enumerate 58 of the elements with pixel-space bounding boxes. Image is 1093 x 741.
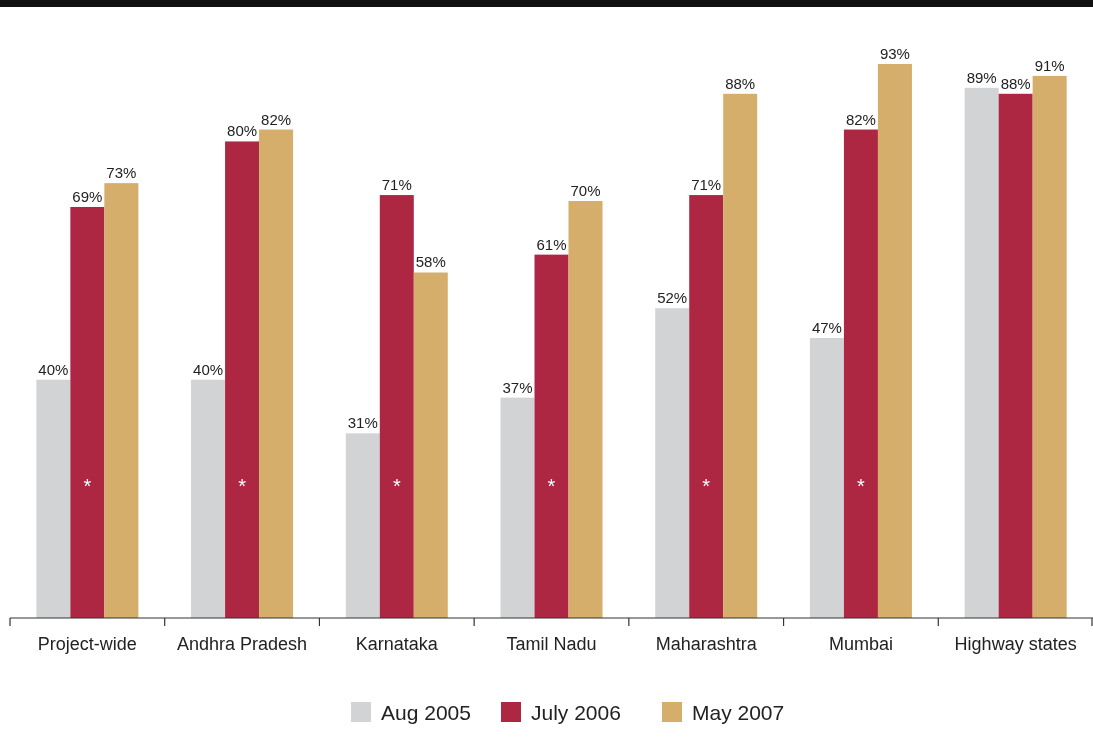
- annotation: *: [547, 475, 556, 498]
- data-label: 52%: [657, 289, 688, 307]
- data-label: 37%: [502, 378, 533, 396]
- legend-label: July 2006: [531, 701, 621, 724]
- bar: [655, 308, 690, 618]
- data-label: 82%: [845, 110, 876, 128]
- bar: [345, 433, 380, 618]
- bar: [104, 183, 139, 618]
- bar: [413, 272, 448, 618]
- annotation: *: [392, 475, 401, 498]
- legend-label: May 2007: [692, 701, 785, 724]
- x-tick-label: Tamil Nadu: [506, 634, 597, 654]
- data-label: 40%: [193, 360, 224, 378]
- bar: [259, 129, 294, 618]
- data-label: 40%: [38, 360, 69, 378]
- data-label: 58%: [415, 253, 446, 271]
- x-tick-label: Highway states: [954, 634, 1077, 654]
- bar: [225, 141, 260, 618]
- data-label: 70%: [570, 182, 601, 200]
- x-tick-label: Mumbai: [828, 634, 893, 654]
- bar: [500, 397, 535, 618]
- bar: [689, 195, 724, 618]
- bar: [1032, 75, 1067, 618]
- bar: [379, 195, 414, 618]
- bar: [568, 201, 603, 618]
- data-label: 89%: [966, 68, 997, 86]
- data-label: 71%: [381, 176, 412, 194]
- data-label: 31%: [347, 414, 378, 432]
- bar: [877, 64, 912, 618]
- annotation: *: [702, 475, 711, 498]
- bar: [191, 379, 226, 618]
- legend-label: Aug 2005: [381, 701, 471, 724]
- annotation: *: [83, 475, 92, 498]
- data-label: 88%: [725, 74, 756, 92]
- data-label: 71%: [691, 176, 722, 194]
- bar: [809, 338, 844, 618]
- bar: [998, 93, 1033, 618]
- x-tick-label: Karnataka: [355, 634, 439, 654]
- bar: [964, 87, 999, 618]
- data-label: 80%: [227, 122, 258, 140]
- data-label: 47%: [811, 319, 842, 337]
- data-label: 88%: [1000, 74, 1031, 92]
- bar: [723, 93, 758, 618]
- bar: [534, 254, 569, 618]
- data-label: 93%: [879, 45, 910, 62]
- data-label: 91%: [1034, 56, 1065, 74]
- x-tick-label: Maharashtra: [655, 634, 758, 654]
- x-tick-label: Andhra Pradesh: [177, 634, 308, 654]
- data-label: 61%: [536, 235, 567, 253]
- bar: [36, 379, 71, 618]
- annotation: *: [238, 475, 247, 498]
- data-label: 69%: [72, 187, 103, 205]
- x-tick-label: Project-wide: [37, 634, 137, 654]
- bar: [843, 129, 878, 618]
- data-label: 82%: [261, 110, 292, 128]
- bar: [70, 206, 105, 618]
- data-label: 73%: [106, 164, 137, 182]
- annotation: *: [857, 475, 866, 498]
